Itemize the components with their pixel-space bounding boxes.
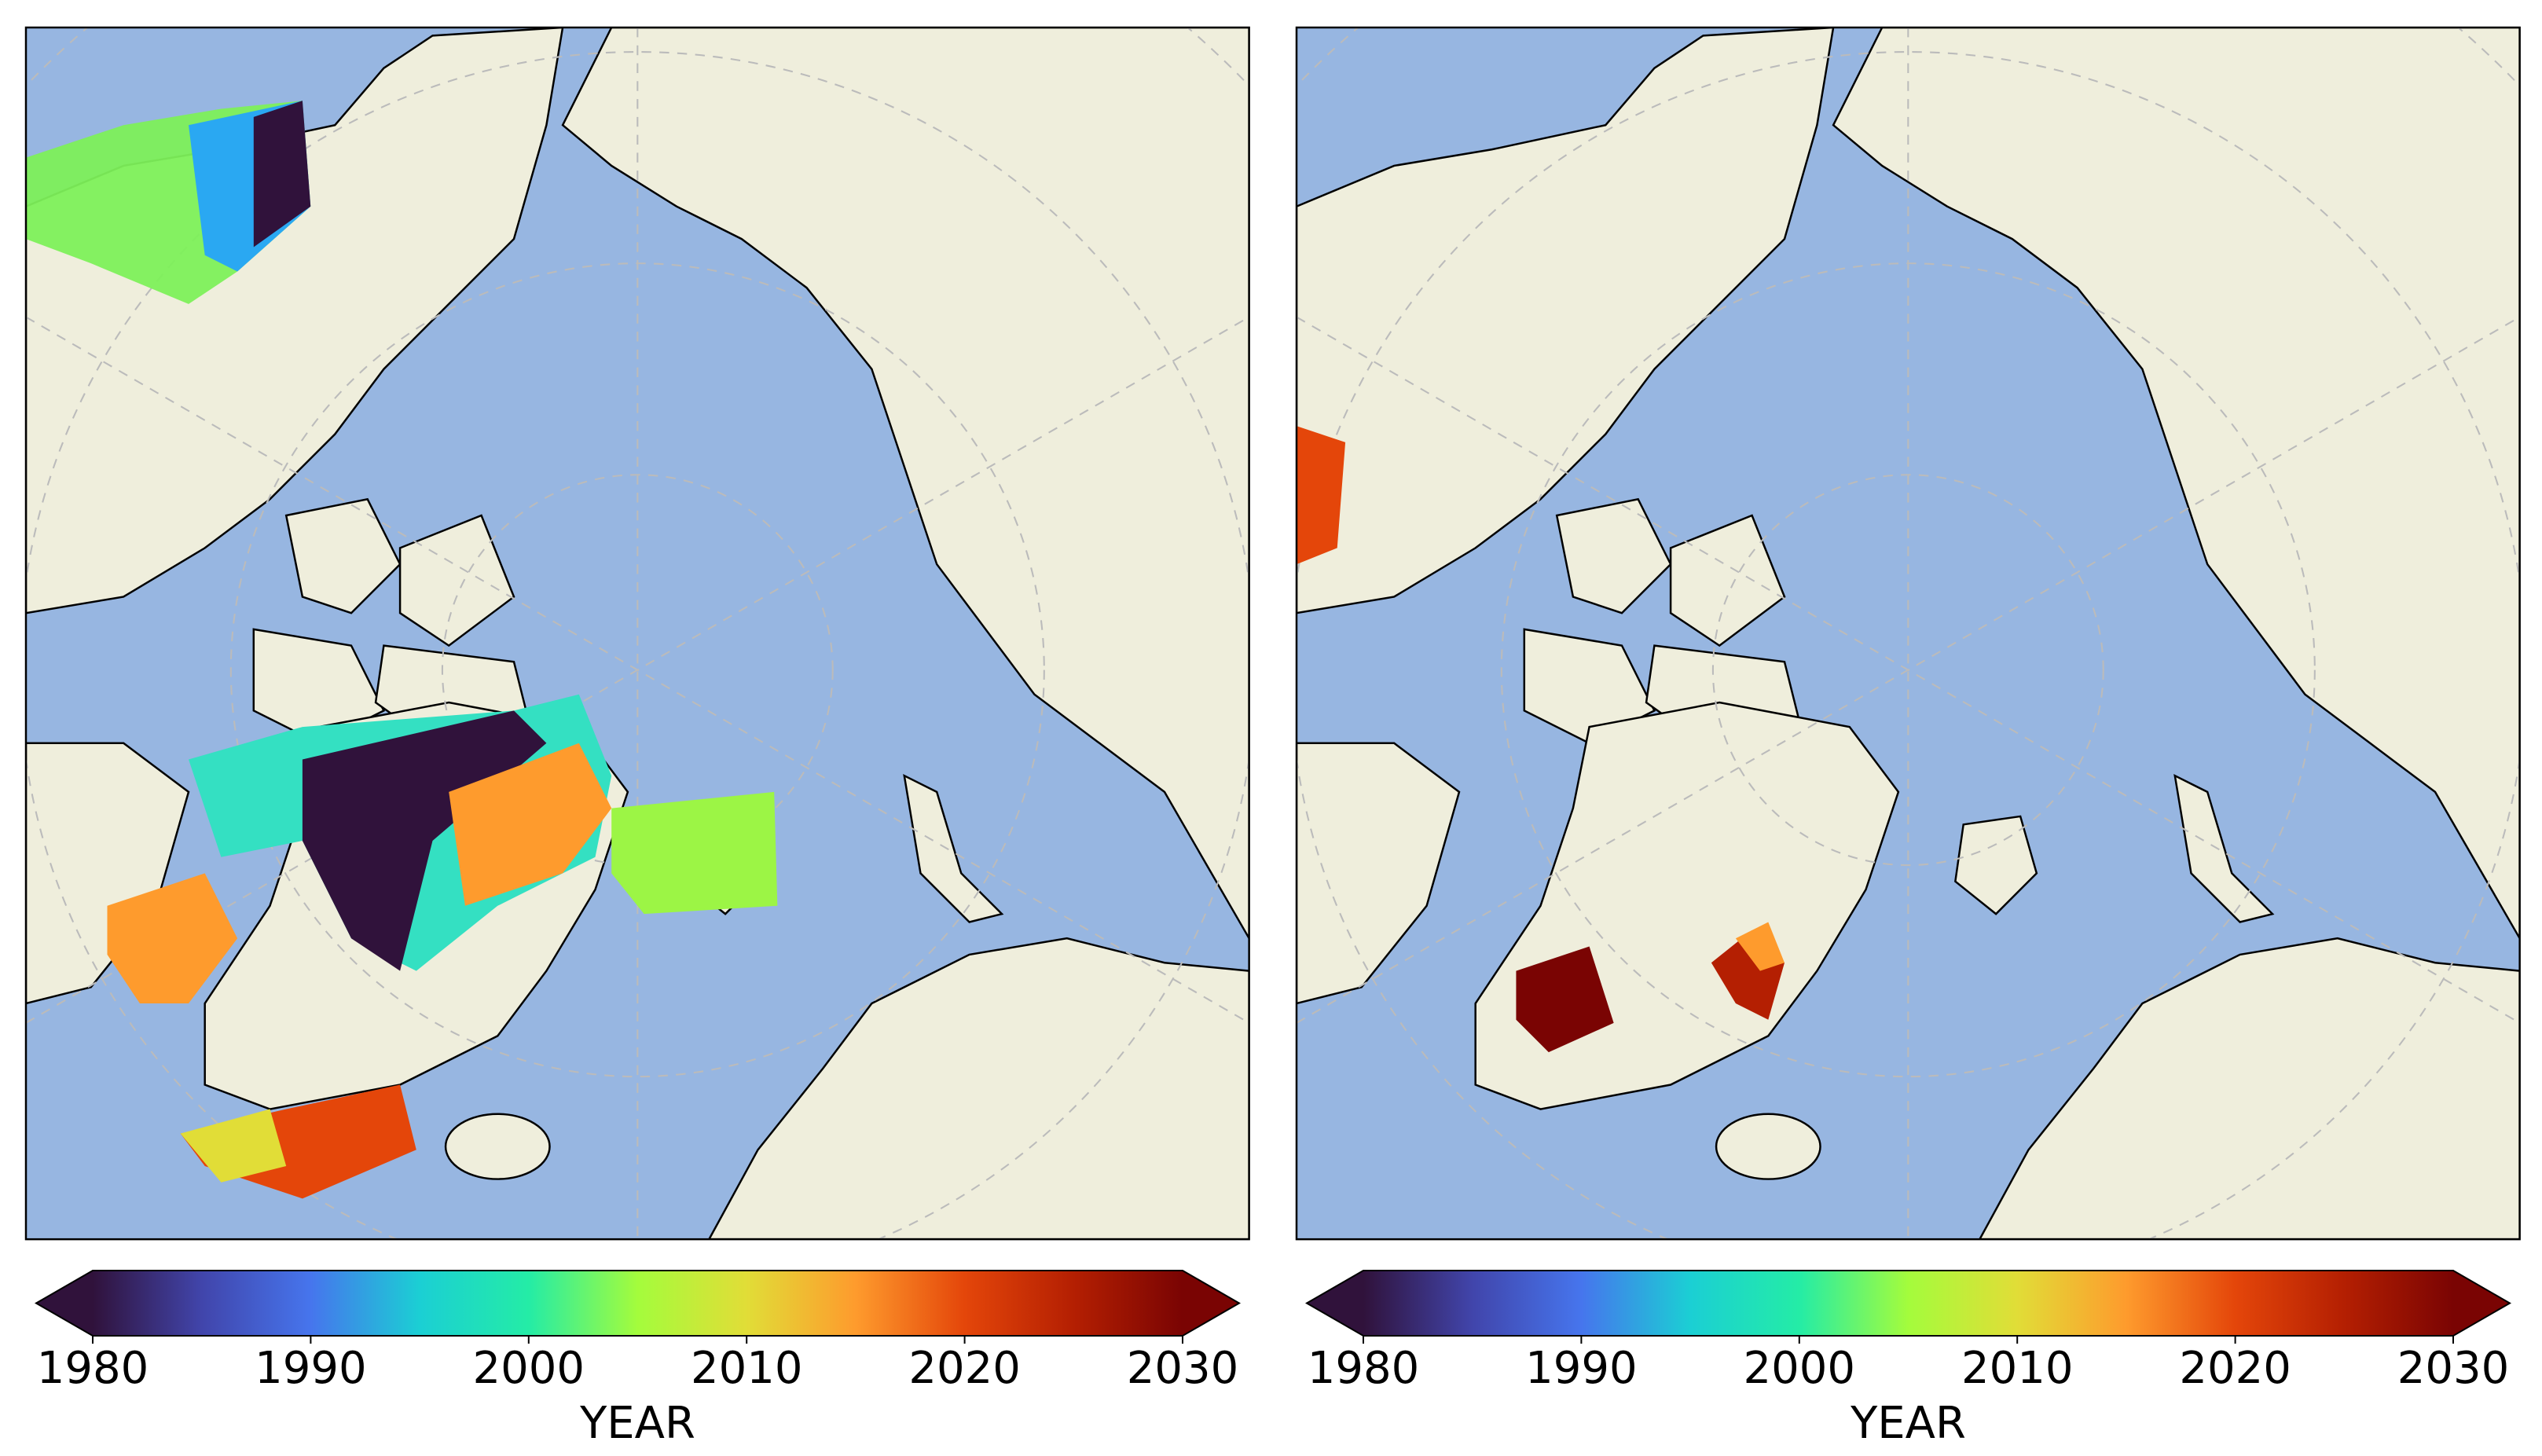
colorbar-extend-low	[1307, 1271, 1363, 1336]
colorbar-extend-low	[36, 1271, 93, 1336]
colorbar	[93, 1271, 1183, 1336]
colorbar-extend-high	[1183, 1271, 1239, 1336]
colorbar-tick-label: 1990	[255, 1343, 367, 1394]
colorbar-tick-label: 2020	[2179, 1343, 2291, 1394]
colorbar-tick-label: 2010	[691, 1343, 803, 1394]
colorbar	[1363, 1271, 2453, 1336]
colorbar-extend-high	[2453, 1271, 2510, 1336]
map-right	[1295, 26, 2521, 1241]
colorbar-label: YEAR	[1850, 1398, 1966, 1449]
colorbar-tick-label: 2030	[2397, 1343, 2510, 1394]
colorbar-tick-label: 2000	[473, 1343, 585, 1394]
colorbar-tick-label: 1990	[1525, 1343, 1638, 1394]
colorbar-tick-label: 1980	[37, 1343, 149, 1394]
colorbar-tick-label: 2000	[1744, 1343, 1856, 1394]
colorbar-tick-label: 2020	[908, 1343, 1021, 1394]
colorbar-tick-label: 1980	[1308, 1343, 1420, 1394]
colorbar-label: YEAR	[579, 1398, 695, 1449]
colorbar-tick-label: 2030	[1127, 1343, 1239, 1394]
colorbar-tick-label: 2010	[1961, 1343, 2074, 1394]
map-left	[24, 26, 1250, 1241]
